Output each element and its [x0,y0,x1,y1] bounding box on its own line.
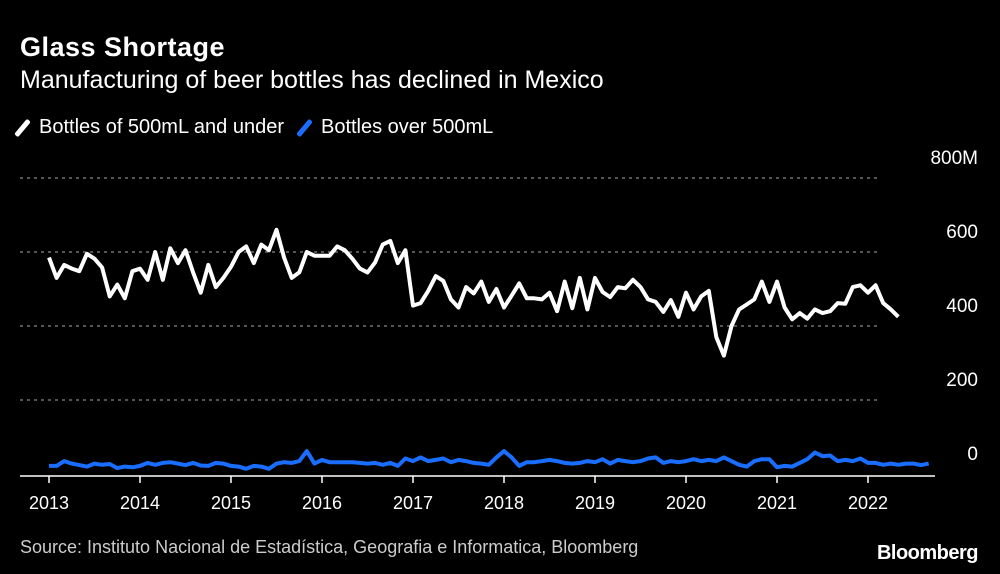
y-tick-label: 800M [930,148,978,169]
y-tick-label: 200 [946,370,978,391]
legend: Bottles of 500mL and under Bottles over … [14,116,494,139]
chart-title: Glass Shortage [20,32,226,62]
x-tick-label: 2016 [302,493,342,513]
x-tick-label: 2013 [29,493,69,513]
legend-label: Bottles over 500mL [320,116,494,138]
x-tick-label: 2018 [484,493,524,513]
legend-item: Bottles over 500mL [296,116,494,139]
y-tick-label: 0 [967,444,978,465]
x-tick-label: 2014 [120,493,160,513]
y-tick-label: 600 [946,222,978,243]
legend-label: Bottles of 500mL and under [39,116,284,138]
source-note: Source: Instituto Nacional de Estadístic… [20,537,639,557]
x-tick-label: 2019 [575,493,615,513]
chart-subtitle: Manufacturing of beer bottles has declin… [20,66,604,94]
x-tick-label: 2017 [393,493,433,513]
x-tick-label: 2020 [666,493,706,513]
legend-item: Bottles of 500mL and under [14,116,284,139]
series-line [47,227,900,358]
x-tick-label: 2021 [757,493,797,513]
series-line [49,449,930,471]
x-tick-label: 2022 [848,493,888,513]
bloomberg-logo: Bloomberg [876,542,979,564]
y-tick-label: 400 [946,296,978,317]
x-tick-label: 2015 [211,493,251,513]
